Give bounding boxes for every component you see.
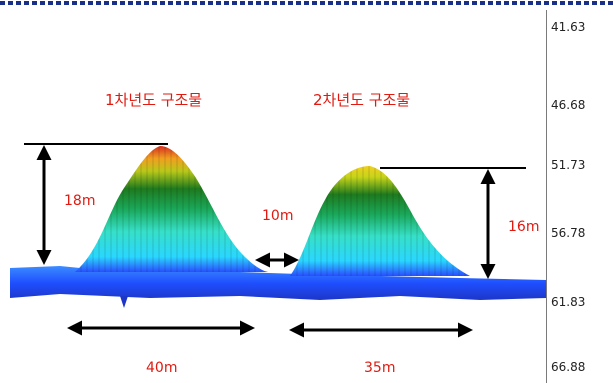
scale-value-1: 41.63 [551, 20, 586, 34]
scale-value-5: 61.83 [551, 295, 586, 309]
mound-1-texture [75, 146, 268, 272]
seabed-spike [120, 296, 128, 308]
scale-value-6: 66.88 [551, 360, 586, 374]
width-2-label: 35m [364, 360, 395, 376]
height-1-label: 18m [64, 193, 95, 209]
width-1-label: 40m [146, 360, 177, 376]
structure-1-title: 1차년도 구조물 [105, 91, 202, 109]
scale-value-3: 51.73 [551, 158, 586, 172]
mound-2-texture [290, 166, 470, 276]
color-scale-panel: 41.63 46.68 51.73 56.78 61.83 66.88 [546, 10, 613, 383]
seabed-surface [10, 266, 546, 300]
scale-value-2: 46.68 [551, 98, 586, 112]
height-2-label: 16m [508, 219, 539, 235]
scale-value-4: 56.78 [551, 226, 586, 240]
structure-2-title: 2차년도 구조물 [313, 91, 410, 109]
gap-label: 10m [262, 208, 293, 224]
